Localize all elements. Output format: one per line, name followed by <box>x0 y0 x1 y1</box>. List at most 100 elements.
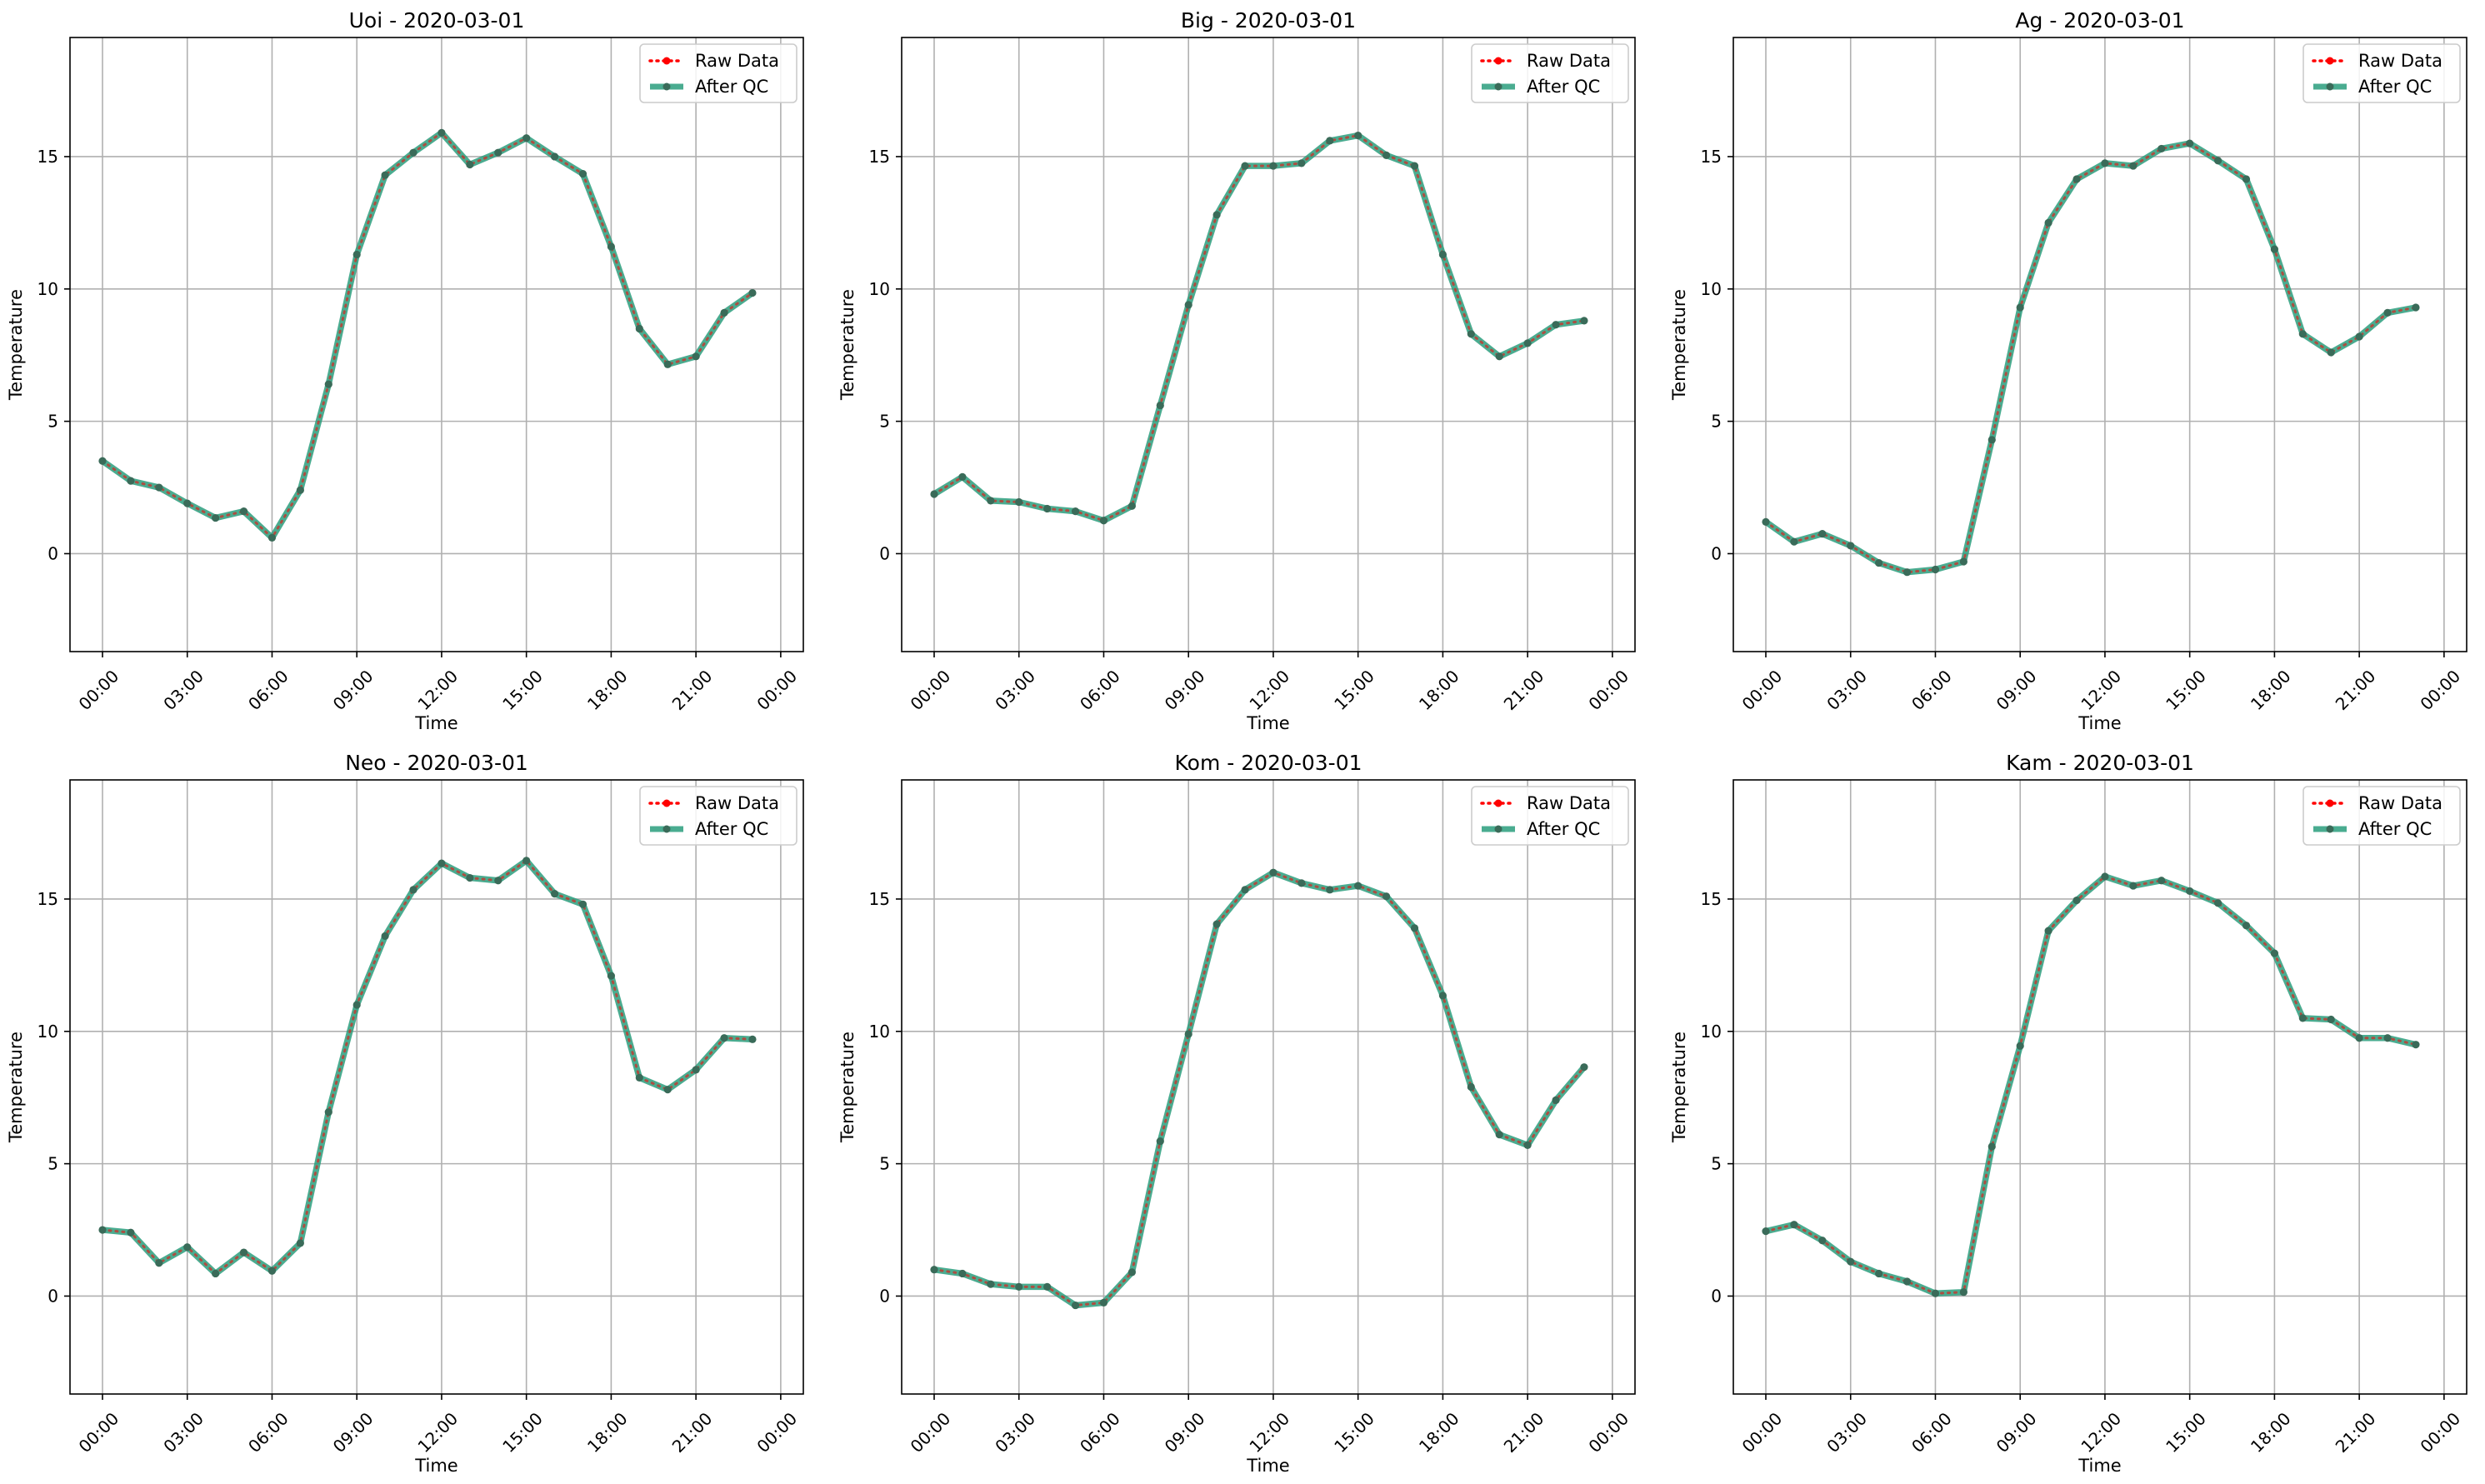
after-qc-point <box>663 360 672 368</box>
after-qc-point <box>2412 1041 2420 1049</box>
legend-after-qc-marker <box>662 82 671 91</box>
x-tick-label: 03:00 <box>1822 1408 1871 1457</box>
series-line-raw-data <box>1764 142 2418 574</box>
after-qc-point <box>2072 896 2081 905</box>
after-qc-point <box>2129 162 2138 170</box>
legend-label-raw-data: Raw Data <box>1527 51 1611 71</box>
x-tick-label: 12:00 <box>1245 1408 1293 1457</box>
after-qc-point <box>2327 348 2335 357</box>
after-qc-point <box>1298 879 1306 887</box>
after-qc-point <box>1071 507 1080 516</box>
after-qc-point <box>1099 1298 1108 1307</box>
y-tick-label: 15 <box>1701 147 1722 167</box>
after-qc-point <box>748 1035 757 1043</box>
legend-label-raw-data: Raw Data <box>2358 793 2442 813</box>
after-qc-point <box>494 877 502 885</box>
legend-label-after-qc: After QC <box>1527 77 1600 97</box>
legend-after-qc-marker <box>2326 825 2334 833</box>
after-qc-point <box>239 1248 248 1257</box>
y-axis-label: Temperature <box>838 1032 858 1143</box>
after-qc-point <box>1410 162 1419 170</box>
y-tick-label: 5 <box>879 412 890 432</box>
after-qc-point <box>183 1243 192 1252</box>
y-tick-label: 5 <box>879 1154 890 1174</box>
x-tick-label: 15:00 <box>2162 666 2210 714</box>
after-qc-point <box>1071 1301 1080 1310</box>
y-tick-label: 10 <box>38 279 58 299</box>
x-tick-label: 09:00 <box>1161 1408 1209 1457</box>
legend-label-after-qc: After QC <box>695 77 768 97</box>
after-qc-point <box>692 1066 700 1074</box>
after-qc-point <box>155 483 163 492</box>
legend-after-qc-marker <box>1494 82 1502 91</box>
after-qc-point <box>438 859 446 867</box>
after-qc-point <box>2412 303 2420 312</box>
x-tick-label: 03:00 <box>991 666 1039 714</box>
plot-frame <box>901 779 1636 1395</box>
legend-label-raw-data: Raw Data <box>695 793 779 813</box>
legend: Raw Data After QC <box>639 43 798 103</box>
after-qc-point <box>155 1259 163 1267</box>
x-tick-label: 06:00 <box>1076 666 1124 714</box>
x-tick-label: 15:00 <box>498 666 547 714</box>
after-qc-point <box>987 1280 995 1288</box>
after-qc-point <box>1269 162 1278 170</box>
x-tick-label: 18:00 <box>1415 666 1463 714</box>
after-qc-point <box>2044 218 2052 227</box>
after-qc-point <box>1875 1269 1883 1278</box>
after-qc-point <box>2355 332 2363 341</box>
subplot-6: 00:00 03:00 06:00 09:00 12:00 15:00 18:00 21:00… <box>1669 751 2468 1476</box>
after-qc-point <box>1354 131 1362 140</box>
series-line-raw-data <box>932 871 1586 1307</box>
subplot-5: 00:00 03:00 06:00 09:00 12:00 15:00 18:00 21:00… <box>838 751 1636 1476</box>
after-qc-point <box>212 1269 220 1278</box>
x-tick-label: 03:00 <box>159 666 208 714</box>
after-qc-point <box>550 152 559 161</box>
x-tick-label: 18:00 <box>2247 1408 2295 1457</box>
after-qc-point <box>578 900 588 908</box>
after-qc-point <box>1354 882 1362 890</box>
legend-label-after-qc: After QC <box>695 819 768 839</box>
panel-title: Big - 2020-03-01 <box>1181 8 1356 32</box>
after-qc-point <box>1847 542 1855 550</box>
y-tick-label: 5 <box>48 1154 58 1174</box>
legend-raw-data-marker <box>662 799 671 807</box>
y-tick-label: 0 <box>879 543 890 563</box>
x-tick-label: 15:00 <box>1330 666 1378 714</box>
y-tick-label: 15 <box>38 889 58 909</box>
after-qc-point <box>2242 175 2251 183</box>
series-line-raw-data <box>101 131 754 540</box>
x-tick-label: 00:00 <box>1738 666 1787 714</box>
after-qc-point <box>1099 517 1108 525</box>
y-axis-label: Temperature <box>6 289 26 401</box>
after-qc-point <box>2242 922 2251 930</box>
after-qc-point <box>127 1228 135 1237</box>
after-qc-point <box>1790 1221 1798 1229</box>
x-tick-label: 09:00 <box>329 666 378 714</box>
x-tick-label: 18:00 <box>583 1408 632 1457</box>
x-tick-label: 06:00 <box>1908 1408 1956 1457</box>
after-qc-point <box>2186 139 2194 147</box>
after-qc-point <box>98 1226 107 1234</box>
panel-title: Uoi - 2020-03-01 <box>349 8 525 32</box>
after-qc-point <box>494 148 502 157</box>
after-qc-point <box>438 128 446 137</box>
y-tick-label: 10 <box>869 1022 890 1042</box>
after-qc-point <box>1212 920 1221 928</box>
after-qc-point <box>268 533 277 542</box>
legend-label-raw-data: Raw Data <box>2358 51 2442 71</box>
after-qc-point <box>1438 250 1448 259</box>
x-tick-label: 12:00 <box>413 666 462 714</box>
after-qc-point <box>930 490 938 498</box>
x-tick-label: 21:00 <box>1500 1408 1548 1457</box>
after-qc-point <box>2158 144 2166 153</box>
after-qc-point <box>409 148 418 157</box>
subplot-2: 00:00 03:00 06:00 09:00 12:00 15:00 18:00 21:00… <box>838 8 1636 733</box>
panel-title: Ag - 2020-03-01 <box>2015 8 2184 32</box>
after-qc-point <box>607 242 616 251</box>
y-tick-label: 15 <box>869 147 890 167</box>
x-tick-label: 15:00 <box>498 1408 547 1457</box>
y-tick-label: 5 <box>1711 412 1722 432</box>
after-qc-point <box>1818 1237 1827 1245</box>
after-qc-point <box>1156 401 1164 410</box>
